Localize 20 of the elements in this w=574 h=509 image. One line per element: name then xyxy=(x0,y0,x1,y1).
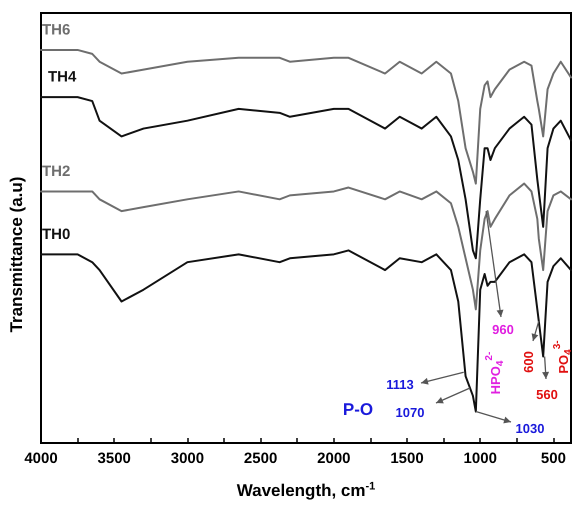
annotation: 600 xyxy=(520,351,536,373)
x-tick-label: 2000 xyxy=(317,450,351,467)
series-label: TH0 xyxy=(42,226,70,243)
annotation: 1113 xyxy=(386,376,414,392)
x-tick-label: 1000 xyxy=(464,450,497,467)
annotation: P-O xyxy=(342,400,374,418)
x-tick-label: 1500 xyxy=(390,450,424,467)
x-tick-label: 2500 xyxy=(244,450,278,467)
series-label: TH2 xyxy=(42,162,70,180)
series-label: TH6 xyxy=(42,21,70,38)
y-axis-title: Transmittance (a.u) xyxy=(7,176,26,332)
annotation: 960 xyxy=(492,322,514,336)
series-label: TH4 xyxy=(48,68,77,86)
annotation: 1030 xyxy=(516,420,544,436)
x-tick-label: 3000 xyxy=(170,450,204,467)
annotation: 560 xyxy=(536,386,558,402)
x-tick-label: 3500 xyxy=(98,450,131,467)
annotation: 1070 xyxy=(396,404,424,420)
x-tick-label: 4000 xyxy=(24,450,58,467)
x-tick-label: 500 xyxy=(540,450,566,467)
